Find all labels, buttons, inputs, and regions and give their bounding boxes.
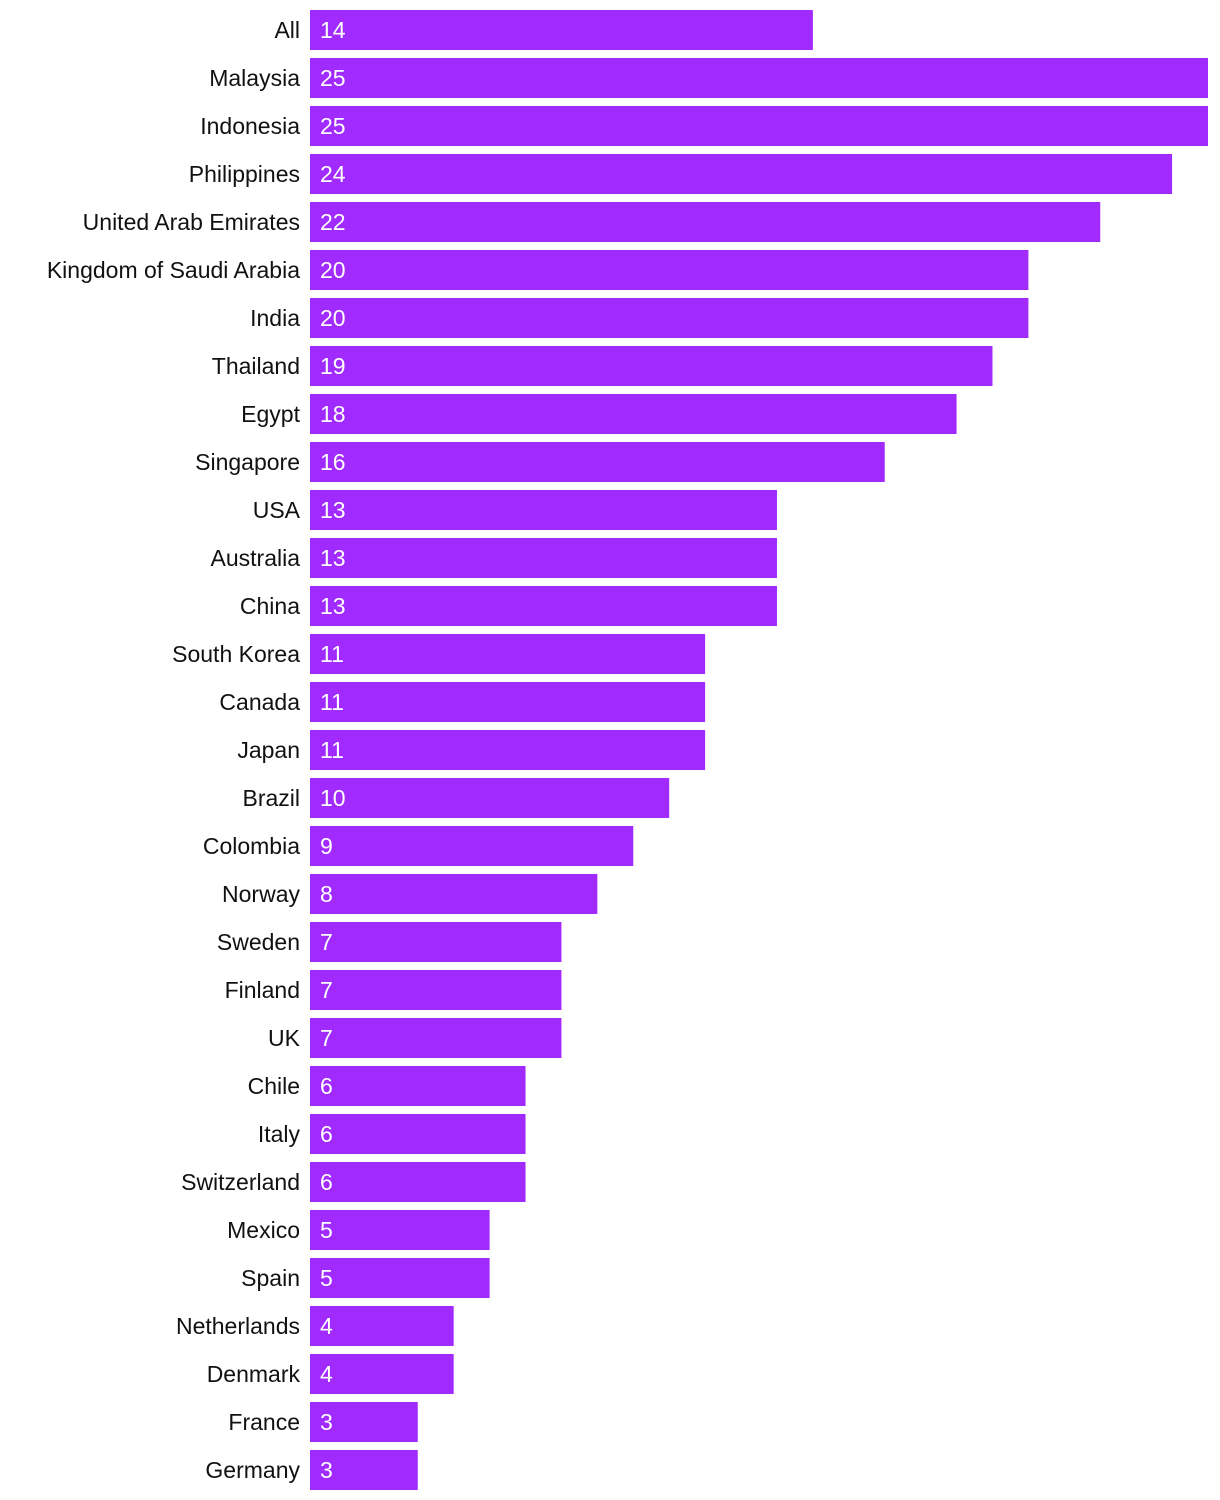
category-label: UK bbox=[268, 1025, 301, 1051]
value-label: 6 bbox=[320, 1073, 333, 1099]
value-label: 13 bbox=[320, 497, 346, 523]
bar bbox=[310, 154, 1173, 194]
bar bbox=[310, 778, 670, 818]
category-label: France bbox=[228, 1409, 300, 1435]
bar bbox=[310, 730, 706, 770]
value-label: 11 bbox=[320, 689, 344, 715]
bar bbox=[310, 1018, 562, 1058]
category-labels-group: All Malaysia Indonesia Philippines United Ar… bbox=[47, 17, 301, 1483]
bar bbox=[310, 394, 957, 434]
category-label: Italy bbox=[258, 1121, 301, 1147]
bar bbox=[310, 970, 562, 1010]
category-label: Japan bbox=[237, 737, 300, 763]
bar bbox=[310, 106, 1208, 146]
value-label: 7 bbox=[320, 977, 333, 1003]
bar bbox=[310, 1258, 490, 1298]
value-label: 14 bbox=[320, 17, 346, 43]
bar bbox=[310, 1114, 526, 1154]
value-label: 5 bbox=[320, 1217, 333, 1243]
bar bbox=[310, 58, 1208, 98]
category-label: Singapore bbox=[195, 449, 300, 475]
value-label: 9 bbox=[320, 833, 333, 859]
value-label: 20 bbox=[320, 305, 346, 331]
value-label: 4 bbox=[320, 1313, 333, 1339]
value-label: 7 bbox=[320, 929, 333, 955]
value-label: 3 bbox=[320, 1409, 333, 1435]
value-label: 6 bbox=[320, 1121, 333, 1147]
bar bbox=[310, 922, 562, 962]
value-label: 13 bbox=[320, 545, 346, 571]
bar bbox=[310, 250, 1029, 290]
bar bbox=[310, 1354, 454, 1394]
value-label: 4 bbox=[320, 1361, 333, 1387]
value-label: 13 bbox=[320, 593, 346, 619]
value-label: 7 bbox=[320, 1025, 333, 1051]
category-label: Kingdom of Saudi Arabia bbox=[47, 257, 300, 283]
value-label: 22 bbox=[320, 209, 346, 235]
value-label: 5 bbox=[320, 1265, 333, 1291]
category-label: Thailand bbox=[212, 353, 300, 379]
bar bbox=[310, 1450, 418, 1490]
category-label: Egypt bbox=[241, 401, 300, 427]
value-label: 20 bbox=[320, 257, 346, 283]
category-label: Brazil bbox=[242, 785, 300, 811]
bar bbox=[310, 682, 706, 722]
category-label: USA bbox=[253, 497, 301, 523]
bar bbox=[310, 298, 1029, 338]
category-label: Chile bbox=[248, 1073, 300, 1099]
value-labels-group: 14 25 25 24 22 20 20 19 18 16 13 13 13 11 11 11 10 9 8 7 7 7 6… bbox=[320, 17, 346, 1483]
bar bbox=[310, 1306, 454, 1346]
category-label: Switzerland bbox=[181, 1169, 300, 1195]
value-label: 16 bbox=[320, 449, 346, 475]
bar bbox=[310, 586, 777, 626]
category-label: Australia bbox=[211, 545, 301, 571]
bar bbox=[310, 538, 777, 578]
category-label: South Korea bbox=[172, 641, 300, 667]
category-label: Finland bbox=[225, 977, 300, 1003]
value-label: 8 bbox=[320, 881, 333, 907]
bar bbox=[310, 826, 634, 866]
value-label: 25 bbox=[320, 113, 346, 139]
bar bbox=[310, 634, 706, 674]
bar bbox=[310, 1066, 526, 1106]
bar bbox=[310, 10, 813, 50]
bars-group bbox=[310, 10, 1208, 1490]
category-label: Indonesia bbox=[200, 113, 300, 139]
bar bbox=[310, 874, 598, 914]
category-label: Philippines bbox=[189, 161, 300, 187]
category-label: Canada bbox=[219, 689, 300, 715]
bar bbox=[310, 1210, 490, 1250]
category-label: Mexico bbox=[227, 1217, 300, 1243]
value-label: 25 bbox=[320, 65, 346, 91]
category-label: China bbox=[240, 593, 300, 619]
value-label: 10 bbox=[320, 785, 346, 811]
category-label: Denmark bbox=[207, 1361, 301, 1387]
category-label: Sweden bbox=[217, 929, 300, 955]
bar bbox=[310, 346, 993, 386]
category-label: Netherlands bbox=[176, 1313, 300, 1339]
category-label: India bbox=[250, 305, 300, 331]
value-label: 11 bbox=[320, 737, 344, 763]
value-label: 3 bbox=[320, 1457, 333, 1483]
bar bbox=[310, 442, 885, 482]
value-label: 24 bbox=[320, 161, 346, 187]
category-label: Norway bbox=[222, 881, 300, 907]
category-label: Spain bbox=[241, 1265, 300, 1291]
value-label: 19 bbox=[320, 353, 346, 379]
category-label: United Arab Emirates bbox=[83, 209, 300, 235]
value-label: 18 bbox=[320, 401, 346, 427]
category-label: All bbox=[274, 17, 300, 43]
bar bbox=[310, 1162, 526, 1202]
bar bbox=[310, 202, 1101, 242]
category-label: Malaysia bbox=[209, 65, 300, 91]
value-label: 11 bbox=[320, 641, 344, 667]
category-label: Colombia bbox=[203, 833, 300, 859]
category-label: Germany bbox=[205, 1457, 300, 1483]
bar bbox=[310, 1402, 418, 1442]
value-label: 6 bbox=[320, 1169, 333, 1195]
bar bbox=[310, 490, 777, 530]
